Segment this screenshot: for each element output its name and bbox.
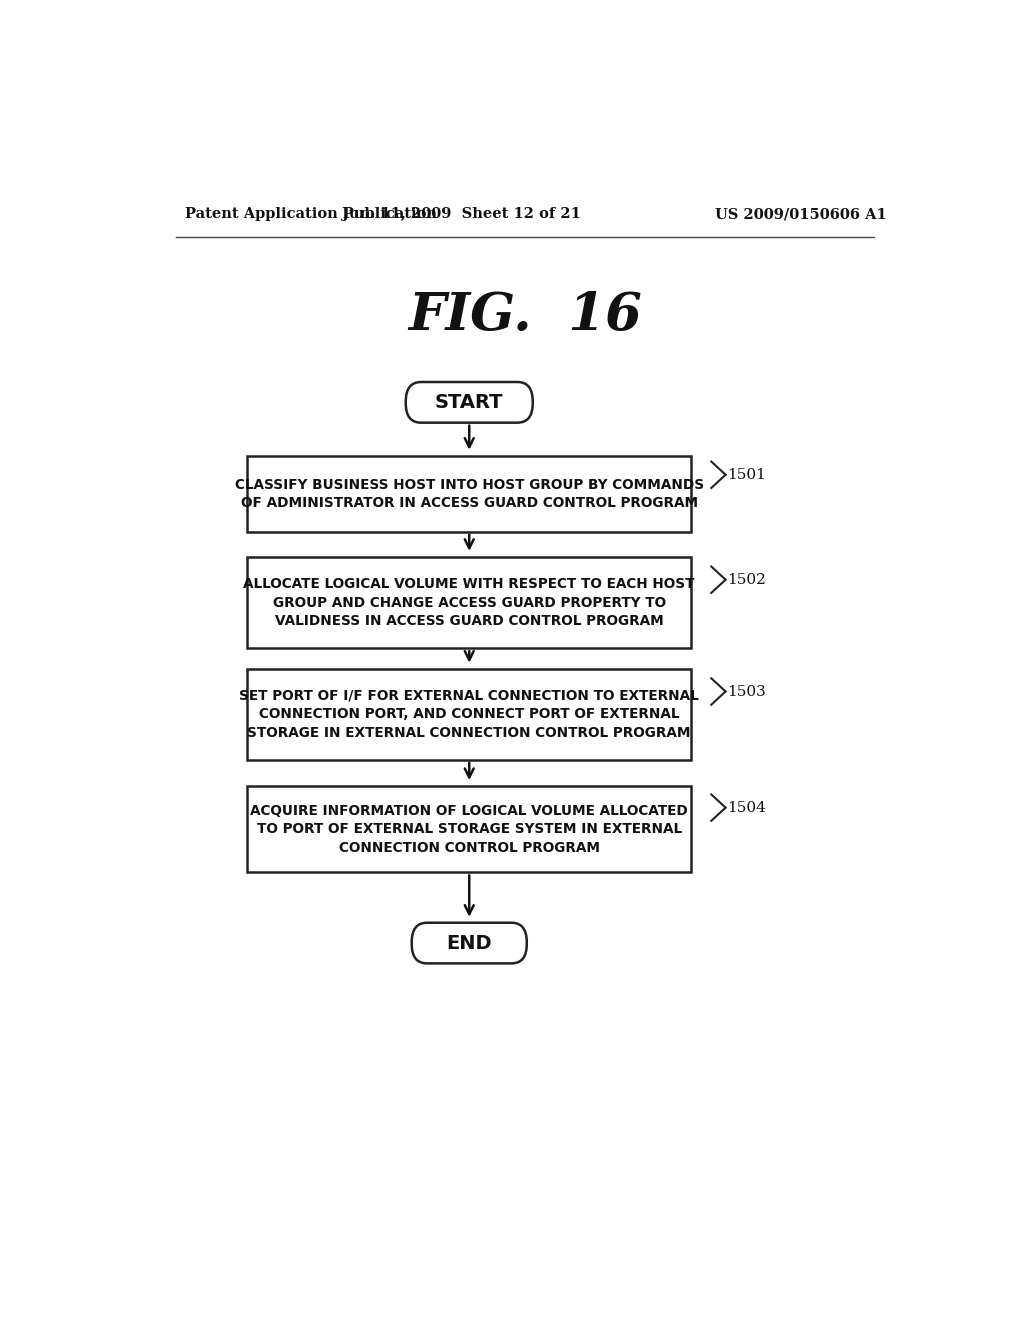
Text: FIG.  16: FIG. 16 bbox=[408, 290, 642, 342]
FancyBboxPatch shape bbox=[247, 669, 691, 760]
Text: 1504: 1504 bbox=[727, 801, 766, 814]
Text: START: START bbox=[435, 393, 504, 412]
FancyBboxPatch shape bbox=[412, 923, 526, 964]
FancyBboxPatch shape bbox=[247, 785, 691, 873]
Text: 1503: 1503 bbox=[727, 685, 766, 698]
FancyBboxPatch shape bbox=[247, 455, 691, 532]
Text: CLASSIFY BUSINESS HOST INTO HOST GROUP BY COMMANDS
OF ADMINISTRATOR IN ACCESS GU: CLASSIFY BUSINESS HOST INTO HOST GROUP B… bbox=[234, 478, 703, 510]
Text: 1501: 1501 bbox=[727, 467, 766, 482]
Text: US 2009/0150606 A1: US 2009/0150606 A1 bbox=[715, 207, 887, 222]
Text: Jun. 11, 2009  Sheet 12 of 21: Jun. 11, 2009 Sheet 12 of 21 bbox=[342, 207, 581, 222]
Text: END: END bbox=[446, 933, 493, 953]
FancyBboxPatch shape bbox=[247, 557, 691, 648]
Text: Patent Application Publication: Patent Application Publication bbox=[185, 207, 437, 222]
Text: ACQUIRE INFORMATION OF LOGICAL VOLUME ALLOCATED
TO PORT OF EXTERNAL STORAGE SYST: ACQUIRE INFORMATION OF LOGICAL VOLUME AL… bbox=[251, 804, 688, 854]
Text: ALLOCATE LOGICAL VOLUME WITH RESPECT TO EACH HOST
GROUP AND CHANGE ACCESS GUARD : ALLOCATE LOGICAL VOLUME WITH RESPECT TO … bbox=[244, 577, 695, 628]
Text: SET PORT OF I/F FOR EXTERNAL CONNECTION TO EXTERNAL
CONNECTION PORT, AND CONNECT: SET PORT OF I/F FOR EXTERNAL CONNECTION … bbox=[240, 689, 699, 739]
Text: 1502: 1502 bbox=[727, 573, 766, 586]
FancyBboxPatch shape bbox=[406, 381, 532, 422]
